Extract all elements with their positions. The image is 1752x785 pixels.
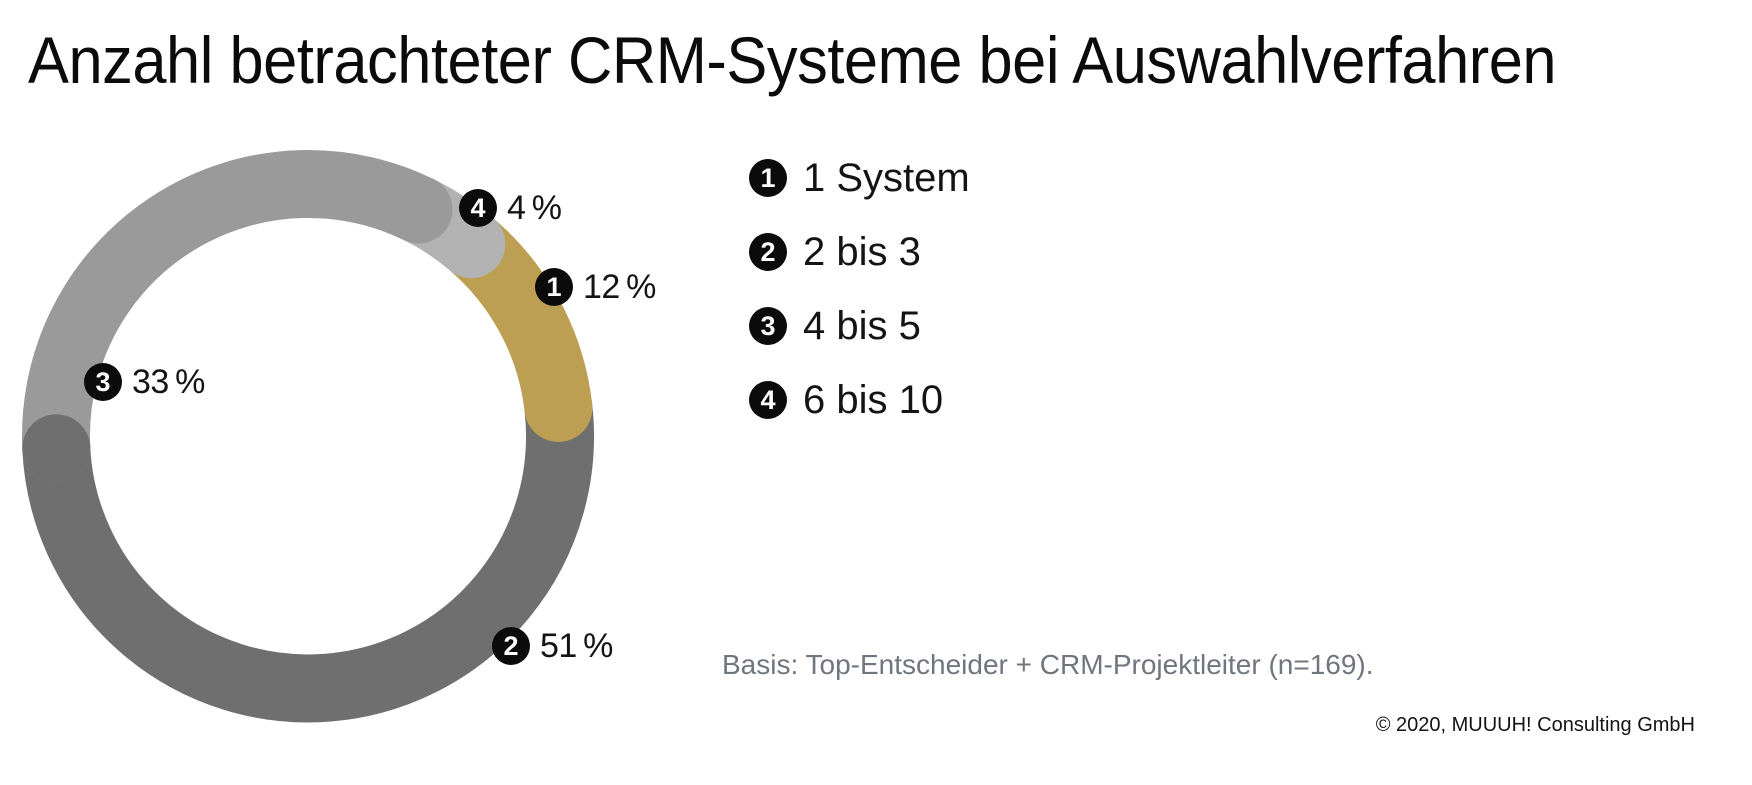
chart-title: Anzahl betrachteter CRM-Systeme bei Ausw… <box>28 23 1557 97</box>
segment-badge-4: 4 <box>459 189 497 227</box>
legend-badge-3: 3 <box>749 307 787 345</box>
segment-callout-1: 1 12 % <box>535 268 656 306</box>
copyright-note: © 2020, MUUUH! Consulting GmbH <box>1375 714 1695 736</box>
segment-percent-label-3: 33 % <box>132 362 205 401</box>
donut-segment-2-endcap <box>22 414 91 483</box>
legend-label-1: 1 System <box>803 155 970 200</box>
segment-callout-4: 4 4 % <box>459 188 562 227</box>
legend-label-3: 4 bis 5 <box>803 303 921 348</box>
legend-item-3: 3 4 bis 5 <box>749 304 970 348</box>
segment-percent-label-1: 12 % <box>583 267 656 306</box>
legend-item-4: 4 6 bis 10 <box>749 378 970 422</box>
legend-label-2: 2 bis 3 <box>803 229 921 274</box>
basis-note: Basis: Top-Entscheider + CRM-Projektleit… <box>722 649 1374 680</box>
legend-badge-1: 1 <box>749 159 787 197</box>
legend-item-2: 2 2 bis 3 <box>749 230 970 274</box>
legend: 1 1 System 2 2 bis 3 3 4 bis 5 4 6 bis 1… <box>749 156 970 422</box>
legend-label-4: 6 bis 10 <box>803 377 944 422</box>
segment-badge-3: 3 <box>84 363 122 401</box>
segment-callout-2: 2 51 % <box>492 627 613 665</box>
legend-item-1: 1 1 System <box>749 156 970 200</box>
segment-badge-1: 1 <box>535 268 573 306</box>
donut-segment-2 <box>22 373 595 723</box>
legend-badge-4: 4 <box>749 381 787 419</box>
segment-badge-2: 2 <box>492 627 530 665</box>
segment-callout-3: 3 33 % <box>84 363 205 401</box>
segment-percent-label-2: 51 % <box>540 626 613 665</box>
donut-segment-3 <box>22 150 453 483</box>
segment-percent-label-4: 4 % <box>507 188 562 227</box>
legend-badge-2: 2 <box>749 233 787 271</box>
